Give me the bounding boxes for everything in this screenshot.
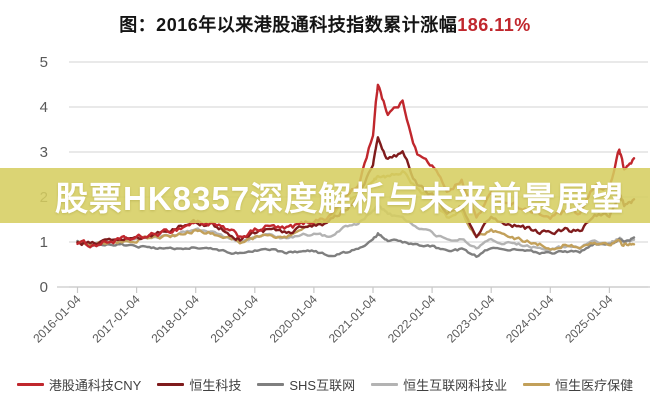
x-tick-label: 2020-01-04 bbox=[267, 292, 321, 346]
x-tick-label: 2017-01-04 bbox=[89, 292, 143, 346]
legend-item: SHS互联网 bbox=[257, 375, 355, 394]
y-tick-label: 3 bbox=[40, 144, 48, 161]
y-tick-label: 0 bbox=[40, 279, 48, 296]
watermark-text: 股票HK8357深度解析与未来前景展望 bbox=[55, 179, 625, 217]
x-tick-label: 2019-01-04 bbox=[208, 292, 262, 346]
watermark-banner: 股票HK8357深度解析与未来前景展望 bbox=[0, 168, 650, 223]
legend-item: 港股通科技CNY bbox=[16, 375, 142, 394]
series-line-2 bbox=[76, 232, 636, 258]
legend-swatch bbox=[16, 383, 44, 386]
chart-legend: 港股通科技CNY 恒生科技 SHS互联网 恒生互联网科技业 恒生医疗保健 bbox=[0, 375, 650, 394]
legend-label: SHS互联网 bbox=[289, 378, 356, 393]
chart-title-text: 图：2016年以来港股通科技指数累计涨幅 bbox=[119, 15, 458, 35]
legend-item: 恒生科技 bbox=[157, 375, 241, 394]
chart-title: 图：2016年以来港股通科技指数累计涨幅186.11% bbox=[0, 11, 650, 37]
x-tick-label: 2023-01-04 bbox=[444, 292, 498, 346]
legend-swatch bbox=[257, 383, 285, 386]
x-tick-label: 2016-01-04 bbox=[30, 292, 84, 346]
legend-item: 恒生互联网科技业 bbox=[371, 375, 507, 394]
y-tick-label: 1 bbox=[40, 234, 48, 251]
x-tick-label: 2022-01-04 bbox=[385, 292, 439, 346]
legend-label: 港股通科技CNY bbox=[48, 378, 142, 393]
legend-swatch bbox=[371, 383, 399, 386]
legend-label: 恒生医疗保健 bbox=[555, 378, 634, 393]
x-tick-label: 2025-01-04 bbox=[562, 292, 616, 346]
y-tick-label: 4 bbox=[40, 99, 48, 116]
x-tick-label: 2018-01-04 bbox=[149, 292, 203, 346]
legend-label: 恒生互联网科技业 bbox=[403, 378, 508, 393]
legend-label: 恒生科技 bbox=[189, 378, 242, 393]
y-tick-label: 5 bbox=[40, 54, 48, 71]
x-tick-label: 2024-01-04 bbox=[503, 292, 557, 346]
x-tick-label: 2021-01-04 bbox=[326, 292, 380, 346]
legend-item: 恒生医疗保健 bbox=[523, 375, 633, 394]
legend-swatch bbox=[157, 383, 185, 386]
chart-title-highlight: 186.11% bbox=[457, 15, 531, 35]
legend-swatch bbox=[523, 383, 551, 386]
